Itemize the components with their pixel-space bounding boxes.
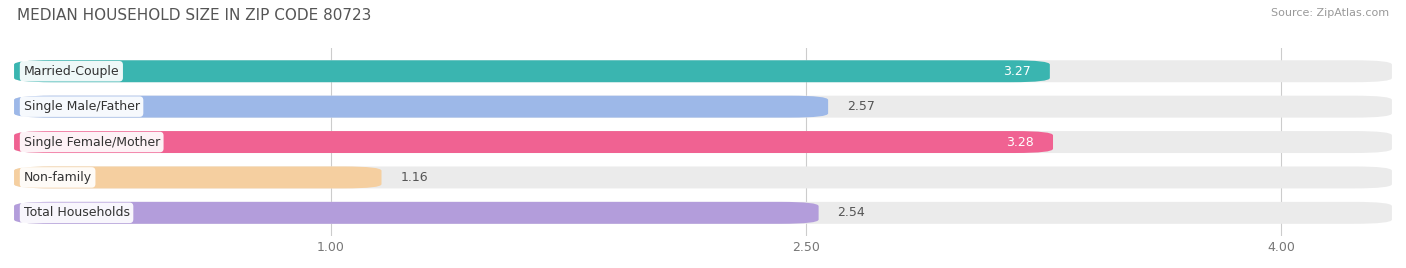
FancyBboxPatch shape	[14, 202, 818, 224]
FancyBboxPatch shape	[14, 96, 828, 118]
FancyBboxPatch shape	[14, 166, 381, 188]
Text: Single Male/Father: Single Male/Father	[24, 100, 139, 113]
Text: 2.54: 2.54	[838, 206, 865, 219]
FancyBboxPatch shape	[14, 131, 1392, 153]
Text: MEDIAN HOUSEHOLD SIZE IN ZIP CODE 80723: MEDIAN HOUSEHOLD SIZE IN ZIP CODE 80723	[17, 8, 371, 23]
FancyBboxPatch shape	[14, 60, 1050, 82]
Text: 3.28: 3.28	[1007, 136, 1033, 148]
FancyBboxPatch shape	[14, 166, 1392, 188]
Text: Married-Couple: Married-Couple	[24, 65, 120, 78]
FancyBboxPatch shape	[14, 131, 1053, 153]
FancyBboxPatch shape	[14, 202, 1392, 224]
Text: Non-family: Non-family	[24, 171, 91, 184]
Text: 3.27: 3.27	[1002, 65, 1031, 78]
Text: Single Female/Mother: Single Female/Mother	[24, 136, 160, 148]
Text: 1.16: 1.16	[401, 171, 427, 184]
Text: 2.57: 2.57	[848, 100, 875, 113]
FancyBboxPatch shape	[14, 96, 1392, 118]
FancyBboxPatch shape	[14, 60, 1392, 82]
Text: Total Households: Total Households	[24, 206, 129, 219]
Text: Source: ZipAtlas.com: Source: ZipAtlas.com	[1271, 8, 1389, 18]
